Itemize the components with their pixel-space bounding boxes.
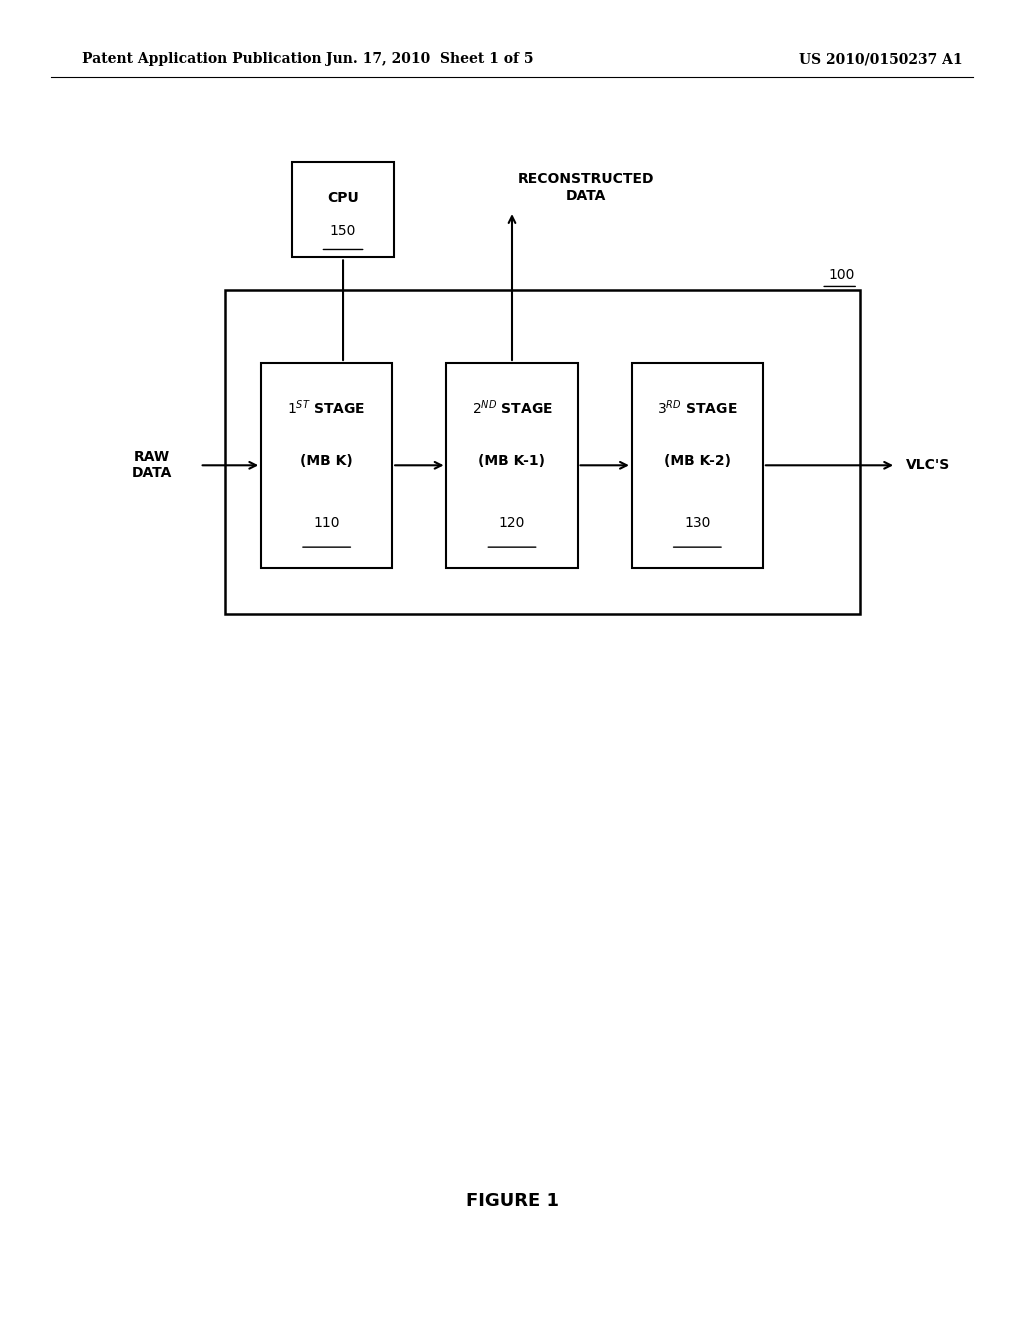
Text: 110: 110 <box>313 516 340 529</box>
Text: FIGURE 1: FIGURE 1 <box>466 1192 558 1210</box>
Text: VLC'S: VLC'S <box>906 458 950 473</box>
Text: $3^{RD}$ STAGE: $3^{RD}$ STAGE <box>657 399 737 417</box>
Text: $1^{ST}$ STAGE: $1^{ST}$ STAGE <box>288 399 366 417</box>
Text: 120: 120 <box>499 516 525 529</box>
Text: Patent Application Publication: Patent Application Publication <box>82 53 322 66</box>
Text: RECONSTRUCTED
DATA: RECONSTRUCTED DATA <box>517 173 654 202</box>
Text: $2^{ND}$ STAGE: $2^{ND}$ STAGE <box>471 399 553 417</box>
Text: RAW
DATA: RAW DATA <box>131 450 172 480</box>
Text: CPU: CPU <box>327 191 359 206</box>
Bar <box>632 363 763 568</box>
Text: 150: 150 <box>330 224 356 238</box>
Text: 100: 100 <box>828 268 855 282</box>
Text: (MB K): (MB K) <box>300 454 353 469</box>
Bar <box>292 162 394 257</box>
Bar <box>446 363 578 568</box>
Text: Jun. 17, 2010  Sheet 1 of 5: Jun. 17, 2010 Sheet 1 of 5 <box>327 53 534 66</box>
Text: (MB K-2): (MB K-2) <box>664 454 731 469</box>
Text: (MB K-1): (MB K-1) <box>478 454 546 469</box>
Bar <box>261 363 392 568</box>
Bar <box>225 290 860 614</box>
Text: US 2010/0150237 A1: US 2010/0150237 A1 <box>799 53 963 66</box>
Text: 130: 130 <box>684 516 711 529</box>
